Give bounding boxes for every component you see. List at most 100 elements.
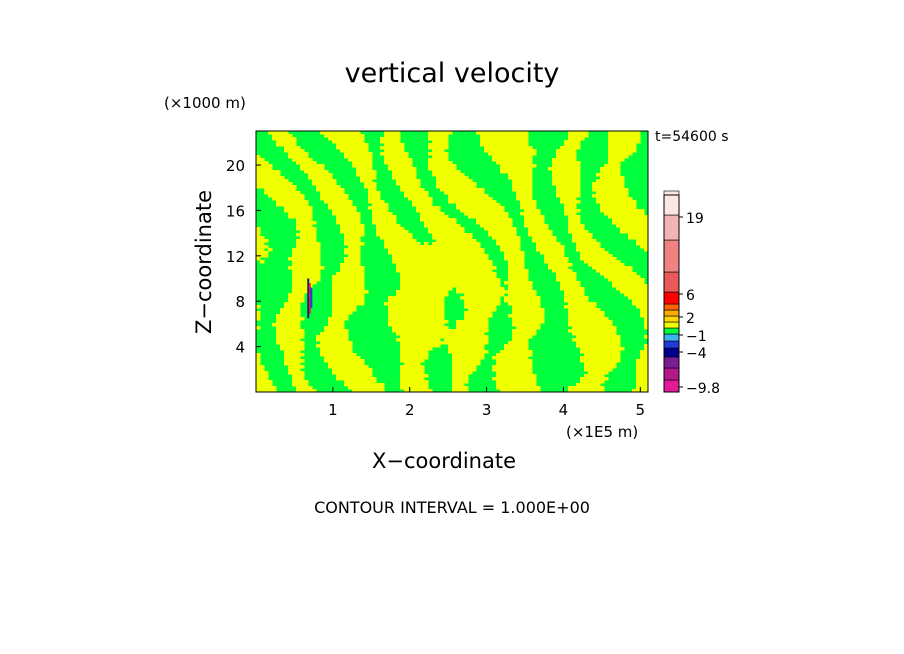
field-band	[256, 326, 261, 330]
field-band	[388, 311, 445, 315]
field-band	[292, 260, 321, 264]
field-band	[596, 269, 633, 273]
field-band	[512, 179, 533, 183]
field-band	[644, 248, 648, 252]
chart-title: vertical velocity	[344, 58, 560, 89]
field-band	[496, 353, 533, 357]
velocity-field	[256, 131, 648, 392]
field-band	[636, 242, 648, 246]
field-band	[556, 149, 577, 153]
field-band	[288, 266, 325, 270]
field-band	[536, 245, 565, 249]
field-band	[432, 155, 449, 159]
field-band	[336, 374, 373, 378]
field-band	[636, 386, 648, 390]
field-band	[288, 152, 309, 156]
field-band	[396, 293, 449, 297]
field-band	[636, 305, 648, 309]
field-band	[580, 359, 621, 363]
field-band	[608, 137, 641, 141]
field-band	[464, 302, 501, 306]
field-band	[628, 296, 648, 300]
field-band	[388, 167, 417, 171]
field-band	[456, 203, 501, 207]
field-band	[344, 380, 377, 384]
colorbar-segment	[663, 340, 680, 349]
field-band	[316, 185, 341, 189]
field-band	[380, 236, 413, 240]
field-band	[532, 239, 557, 243]
field-band	[392, 260, 493, 264]
field-band	[380, 137, 401, 141]
field-band	[552, 182, 581, 186]
colorbar-segment	[663, 214, 680, 241]
field-band	[448, 197, 493, 201]
field-band	[436, 185, 477, 189]
field-band	[256, 389, 277, 392]
field-band	[280, 347, 305, 351]
field-band	[276, 143, 297, 147]
field-band	[308, 173, 333, 177]
field-band	[568, 329, 617, 333]
field-band	[280, 311, 301, 315]
field-band	[496, 380, 537, 384]
field-band	[508, 302, 541, 306]
field-band	[272, 323, 301, 327]
field-band	[292, 374, 305, 378]
field-band	[348, 158, 373, 162]
colorbar-segment	[663, 321, 680, 329]
field-band	[504, 296, 541, 300]
field-band	[452, 362, 481, 366]
field-band	[400, 377, 425, 381]
field-band	[312, 182, 337, 186]
field-band	[296, 218, 313, 222]
field-band	[324, 200, 353, 204]
field-band	[344, 236, 361, 240]
field-band	[452, 377, 469, 381]
field-band	[500, 248, 521, 252]
field-band	[620, 227, 648, 231]
field-band	[288, 215, 313, 219]
field-band	[508, 266, 525, 270]
field-band	[256, 251, 269, 255]
field-band	[496, 242, 521, 246]
field-band	[492, 377, 537, 381]
field-band	[256, 317, 261, 321]
field-band	[368, 197, 381, 201]
field-band	[288, 365, 305, 369]
field-band	[560, 146, 581, 150]
field-band	[636, 239, 648, 243]
field-band	[344, 155, 373, 159]
field-band	[592, 185, 625, 189]
field-band	[256, 248, 265, 252]
time-label: t=54600 s	[655, 129, 729, 145]
field-band	[612, 281, 645, 285]
field-band	[292, 251, 321, 255]
field-band	[588, 263, 625, 267]
field-band	[352, 161, 373, 165]
field-band	[644, 347, 648, 351]
field-band	[256, 233, 261, 237]
field-band	[396, 266, 497, 270]
field-band	[428, 227, 465, 231]
field-band	[564, 290, 585, 294]
field-band	[552, 161, 581, 165]
field-band	[292, 269, 321, 273]
field-band	[432, 173, 465, 177]
field-band	[332, 284, 365, 288]
y-tick-label: 8	[235, 293, 245, 311]
field-band	[504, 254, 525, 258]
field-band	[348, 245, 361, 249]
field-band	[568, 224, 585, 228]
field-band	[372, 209, 389, 213]
colorbar-segment	[663, 347, 680, 358]
field-band	[564, 299, 589, 303]
field-band	[524, 221, 545, 225]
field-band	[392, 329, 489, 333]
field-band	[276, 338, 301, 342]
field-band	[276, 335, 305, 339]
field-band	[512, 320, 545, 324]
field-band	[344, 233, 365, 237]
field-band	[548, 263, 573, 267]
field-band	[292, 377, 305, 381]
